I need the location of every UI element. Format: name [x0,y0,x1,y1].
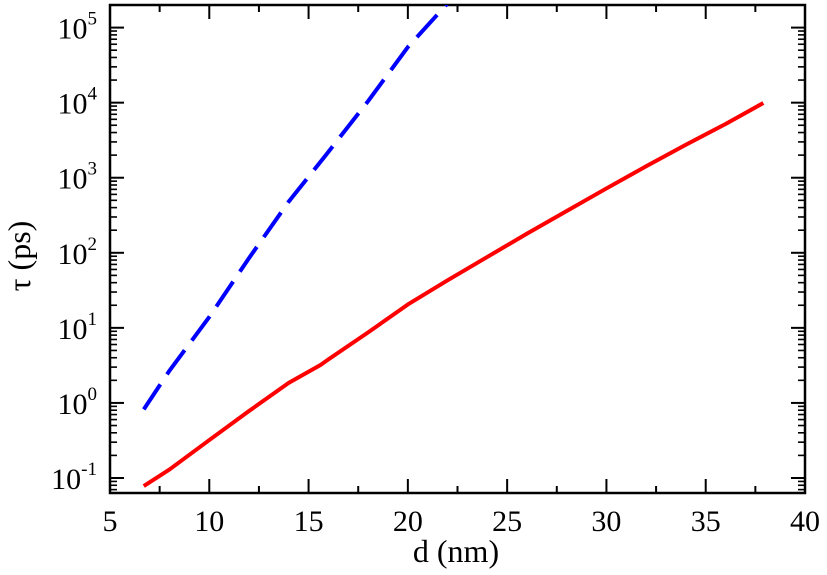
y-tick-label: 101 [58,309,98,346]
y-tick-label: 102 [58,234,98,271]
y-tick-label: 103 [58,159,98,196]
series-dashed-line [142,5,449,411]
x-axis-ticks: 5 10 15 20 25 30 35 40 [103,5,820,538]
x-tick-label: 5 [103,505,118,538]
y-tick-label: 10-1 [51,459,97,496]
x-tick-label: 25 [492,505,522,538]
plot-frame [108,3,807,495]
y-axis-ticks: 10-1 100 101 102 103 104 105 [51,4,805,496]
x-tick-label: 20 [393,505,423,538]
x-tick-label: 10 [194,505,224,538]
y-tick-label: 105 [58,9,98,46]
series-layer [142,5,765,488]
y-tick-label: 100 [58,384,98,421]
x-axis-title: d (nm) [413,533,499,569]
plot-border [108,3,807,495]
x-tick-label: 15 [294,505,324,538]
y-tick-label: 104 [58,84,98,121]
x-tick-label: 30 [591,505,621,538]
y-axis-title: τ (ps) [1,221,37,292]
series-solid-line [142,101,765,488]
x-tick-label: 35 [691,505,721,538]
x-tick-label: 40 [790,505,820,538]
